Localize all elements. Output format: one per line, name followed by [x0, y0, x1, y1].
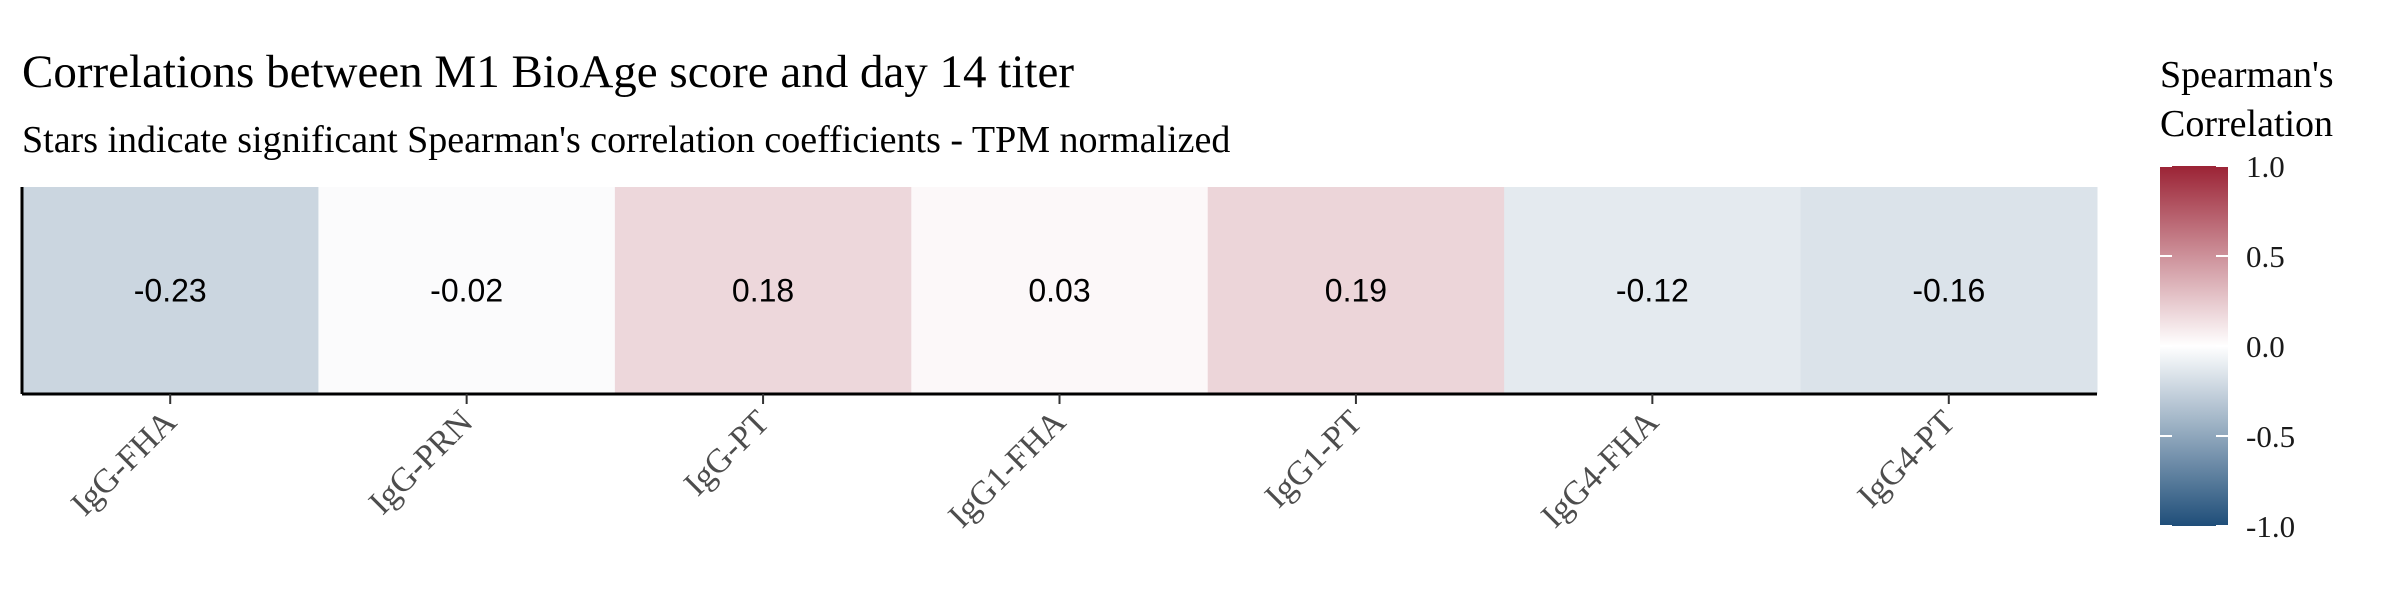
heatmap-cell-igg1-fha	[911, 187, 1209, 394]
legend-title-line-2: Correlation	[2160, 103, 2333, 145]
x-tick-label: IgG-PRN	[362, 403, 480, 521]
cell-value-label: -0.02	[430, 273, 503, 309]
heatmap-cell-igg-prn	[318, 187, 616, 394]
legend-tick-label: 0.0	[2246, 329, 2285, 364]
heatmap-cell-igg-pt	[614, 187, 912, 394]
cell-value-label: -0.16	[1912, 273, 1985, 309]
chart-subtitle: Stars indicate significant Spearman's co…	[22, 119, 1230, 161]
cell-value-label: 0.18	[732, 273, 794, 309]
legend-tick-label: 1.0	[2246, 149, 2285, 184]
x-tick-label: IgG-PT	[677, 403, 777, 503]
cell-value-label: 0.19	[1325, 273, 1387, 309]
cell-value-label: 0.03	[1028, 273, 1090, 309]
legend-tick-label: 0.5	[2246, 239, 2285, 274]
chart-title: Correlations between M1 BioAge score and…	[22, 46, 1074, 98]
x-tick-label: IgG-FHA	[64, 403, 184, 523]
legend-title-line-1: Spearman's	[2160, 54, 2334, 96]
x-axis-ticks	[169, 394, 1950, 404]
legend-tick-labels: 1.0 0.5 0.0 -0.5 -1.0	[2246, 149, 2295, 544]
cell-value-label: -0.12	[1616, 273, 1689, 309]
heatmap-cell-igg4-fha	[1504, 187, 1802, 394]
x-tick-label: IgG4-FHA	[1534, 403, 1666, 535]
x-tick-label: IgG1-PT	[1258, 403, 1370, 515]
legend-tick-label: -0.5	[2246, 419, 2295, 454]
legend-ticks	[2160, 165, 2228, 527]
heatmap-cell-igg1-pt	[1207, 187, 1505, 394]
legend-tick-label: -1.0	[2246, 509, 2295, 544]
heatmap-cells	[22, 187, 2098, 394]
heatmap-value-labels: -0.23 -0.02 0.18 0.03 0.19 -0.12 -0.16	[134, 273, 1986, 309]
cell-value-label: -0.23	[134, 273, 207, 309]
x-tick-label: IgG1-FHA	[941, 403, 1073, 535]
heatmap-cell-igg-fha	[22, 187, 319, 394]
x-tick-label: IgG4-PT	[1851, 403, 1963, 515]
x-axis-tick-labels: IgG-FHA IgG-PRN IgG-PT IgG1-FHA IgG1-PT IgG4-…	[64, 403, 1962, 535]
heatmap-cell-igg4-pt	[1800, 187, 2098, 394]
